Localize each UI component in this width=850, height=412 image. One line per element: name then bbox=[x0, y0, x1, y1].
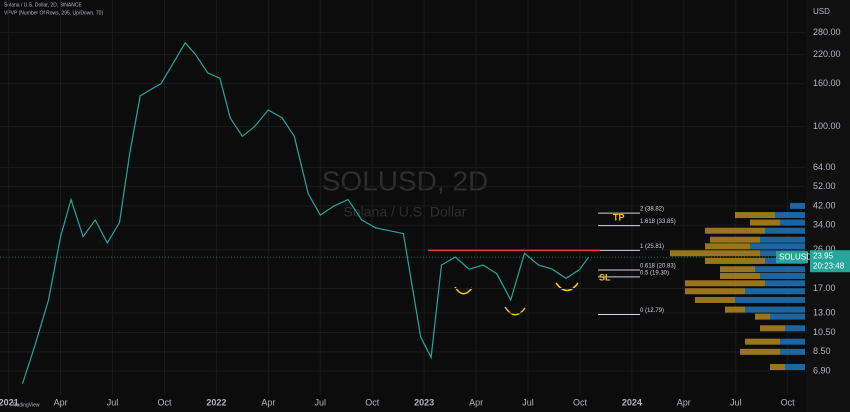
vp-up bbox=[725, 306, 745, 313]
vp-down bbox=[745, 288, 805, 295]
vp-up bbox=[670, 250, 760, 257]
vp-up bbox=[770, 364, 785, 371]
fib-label: 0 (12.79) bbox=[640, 308, 664, 314]
vp-down bbox=[745, 306, 805, 313]
x-tick-label: Oct bbox=[781, 397, 796, 407]
price-axis-bg bbox=[806, 0, 850, 412]
price-line bbox=[21, 41, 590, 384]
vp-up bbox=[760, 325, 785, 332]
y-tick-label: 220.00 bbox=[813, 49, 841, 59]
x-tick-label: Jul bbox=[315, 397, 327, 407]
fib-label: 1 (25.81) bbox=[640, 244, 664, 250]
vp-down bbox=[775, 212, 805, 219]
y-tick-label: 8.50 bbox=[813, 346, 831, 356]
x-tick-label: Jul bbox=[107, 397, 119, 407]
fib-label: 2 (38.82) bbox=[640, 207, 664, 213]
x-tick-label: Apr bbox=[54, 397, 68, 407]
vp-down bbox=[760, 236, 805, 243]
vp-up bbox=[685, 288, 745, 295]
vp-up bbox=[695, 296, 735, 303]
watermark: SOLUSD, 2D bbox=[322, 165, 489, 196]
countdown: 20:23:48 bbox=[813, 261, 845, 270]
vp-down bbox=[765, 280, 805, 287]
vp-up bbox=[740, 348, 780, 355]
vp-up bbox=[755, 313, 770, 320]
vp-down bbox=[780, 338, 805, 345]
vp-down bbox=[755, 266, 805, 273]
y-tick-label: 160.00 bbox=[813, 78, 841, 88]
y-tick-label: 42.00 bbox=[813, 200, 836, 210]
x-tick-label: Oct bbox=[573, 397, 588, 407]
vp-up bbox=[705, 257, 765, 264]
indicator: VPVP (Number Of Rows, 295, Up/Down, 70) bbox=[4, 10, 103, 16]
y-tick-label: 52.00 bbox=[813, 181, 836, 191]
vp-down bbox=[785, 364, 805, 371]
vp-up bbox=[720, 266, 755, 273]
pattern-arc bbox=[504, 306, 526, 316]
vp-down bbox=[770, 313, 805, 320]
vp-up bbox=[705, 243, 750, 250]
x-tick-label: 2024 bbox=[622, 397, 642, 407]
x-tick-label: Apr bbox=[261, 397, 275, 407]
header: Solana / U.S. Dollar, 2D, BINANCE bbox=[4, 2, 82, 8]
x-tick-label: Jul bbox=[730, 397, 742, 407]
footer: TradingView bbox=[12, 402, 40, 408]
y-tick-label: 6.90 bbox=[813, 365, 831, 375]
price-label: 23.95 bbox=[813, 251, 834, 260]
vp-up bbox=[735, 212, 775, 219]
x-tick-label: 2023 bbox=[414, 397, 434, 407]
x-tick-label: 2021 bbox=[0, 397, 19, 407]
x-tick-label: Oct bbox=[157, 397, 172, 407]
sl-label: SL bbox=[599, 272, 611, 282]
x-tick-label: Oct bbox=[365, 397, 380, 407]
x-tick-label: 2022 bbox=[206, 397, 226, 407]
tp-label: TP bbox=[613, 212, 625, 222]
vp-down bbox=[785, 325, 805, 332]
fib-label: 0.618 (20.83) bbox=[640, 264, 676, 270]
symbol-label: SOLUSD bbox=[779, 252, 812, 261]
vp-up bbox=[705, 227, 765, 234]
y-tick-label: 26.00 bbox=[813, 244, 836, 254]
vp-up bbox=[750, 219, 780, 226]
vp-up bbox=[745, 338, 780, 345]
price-badge bbox=[810, 250, 850, 273]
y-tick-label: 34.00 bbox=[813, 220, 836, 230]
fib-label: 1.618 (33.85) bbox=[640, 219, 676, 225]
currency: USD bbox=[813, 7, 830, 16]
y-tick-label: 280.00 bbox=[813, 27, 841, 37]
vp-down bbox=[750, 243, 805, 250]
watermark-subtitle: Solana / U.S. Dollar bbox=[344, 204, 467, 220]
fib-label: 0.5 (19.30) bbox=[640, 271, 669, 277]
pattern-arc bbox=[555, 282, 579, 292]
vp-up bbox=[685, 280, 765, 287]
vp-down bbox=[735, 296, 805, 303]
vp-down bbox=[780, 348, 805, 355]
vp-down bbox=[790, 202, 805, 209]
vp-up bbox=[720, 272, 760, 279]
x-tick-label: Apr bbox=[469, 397, 483, 407]
vp-down bbox=[780, 219, 805, 226]
y-tick-label: 100.00 bbox=[813, 121, 841, 131]
vp-down bbox=[765, 227, 805, 234]
y-tick-label: 10.50 bbox=[813, 327, 836, 337]
y-tick-label: 13.00 bbox=[813, 307, 836, 317]
x-tick-label: Apr bbox=[677, 397, 691, 407]
y-tick-label: 17.00 bbox=[813, 283, 836, 293]
x-tick-label: Jul bbox=[522, 397, 534, 407]
vp-down bbox=[760, 272, 805, 279]
y-tick-label: 64.00 bbox=[813, 162, 836, 172]
symbol-badge bbox=[776, 251, 808, 264]
vp-up bbox=[710, 236, 760, 243]
